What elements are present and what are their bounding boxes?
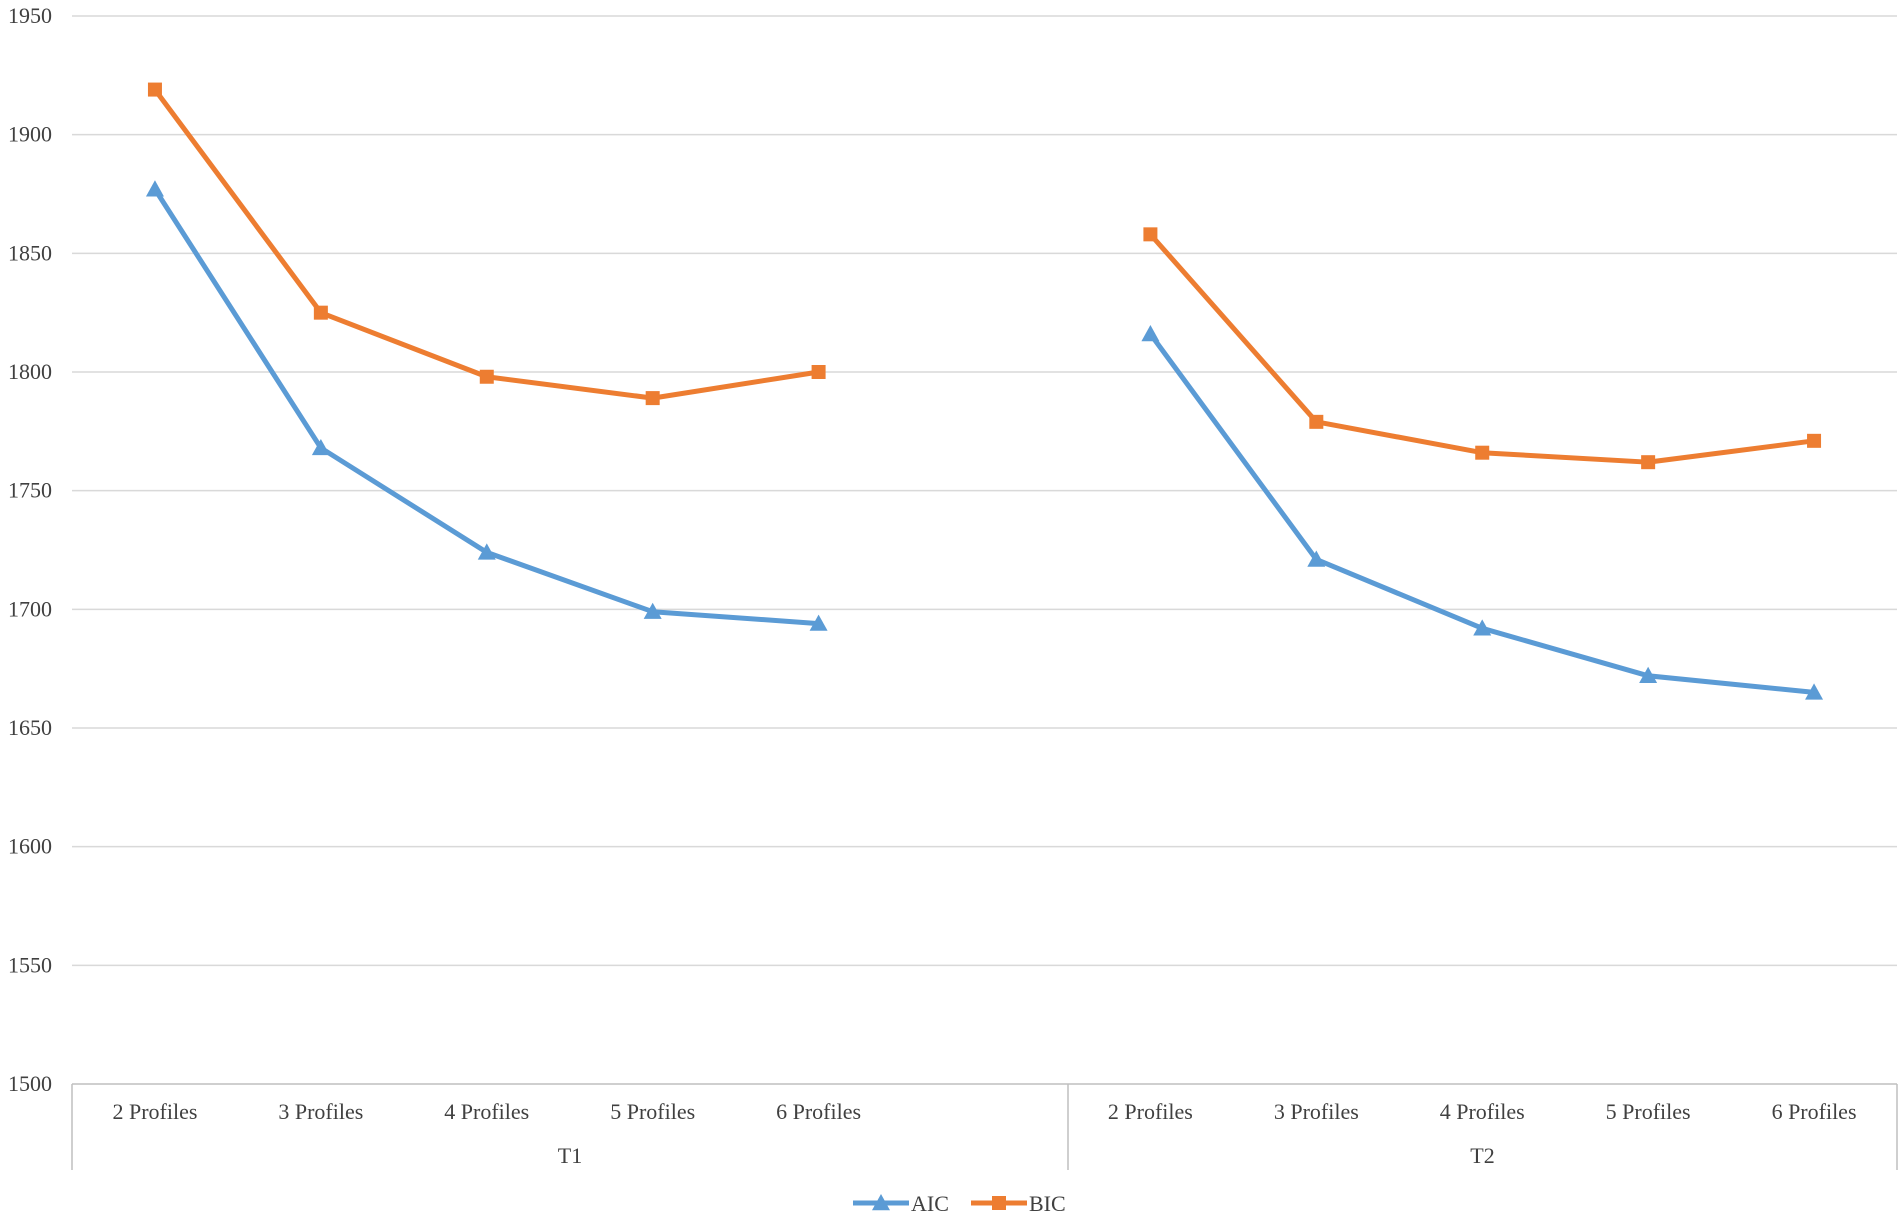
aic-point [1639, 666, 1658, 683]
x-tick-label: 4 Profiles [1440, 1099, 1525, 1124]
y-axis: 1500 1550 1600 1650 1700 1750 1800 1850 1900 1950 [8, 3, 52, 1096]
x-tick-label: 6 Profiles [776, 1099, 861, 1124]
legend-label-bic: BIC [1029, 1191, 1066, 1216]
bic-point [479, 369, 494, 384]
aic-point [809, 614, 828, 631]
bic-point [1641, 455, 1656, 470]
x-group-label: T1 [558, 1143, 582, 1168]
legend-label-aic: AIC [911, 1191, 949, 1216]
gridlines [72, 15, 1897, 1085]
bic-point [1143, 227, 1158, 242]
bic-point [811, 365, 826, 379]
bic-point [313, 305, 328, 320]
y-tick-label: 1800 [8, 359, 52, 384]
y-tick-label: 1550 [8, 952, 52, 977]
legend: AIC BIC [853, 1191, 1066, 1216]
legend-marker-bic [992, 1196, 1006, 1210]
y-tick-label: 1950 [8, 3, 52, 28]
aic-line [1147, 331, 1817, 695]
y-tick-label: 1700 [8, 596, 52, 621]
legend-marker-aic [872, 1194, 890, 1211]
y-tick-label: 1850 [8, 240, 52, 265]
aic-point [1307, 550, 1326, 567]
x-tick-label: 2 Profiles [1108, 1099, 1193, 1124]
bic-point [1309, 414, 1324, 429]
y-tick-label: 1650 [8, 715, 52, 740]
y-tick-label: 1750 [8, 478, 52, 503]
aic-point [1141, 325, 1160, 342]
x-tick-label: 6 Profiles [1772, 1099, 1857, 1124]
aic-point [477, 543, 496, 560]
aic-point [643, 602, 662, 619]
x-tick-label: 4 Profiles [444, 1099, 529, 1124]
y-tick-label: 1900 [8, 122, 52, 147]
bic-point [992, 1196, 1006, 1210]
x-axis: 2 Profiles 3 Profiles 4 Profiles 5 Profiles… [71, 1084, 1898, 1170]
aic-point [145, 180, 164, 197]
bic-point [147, 82, 162, 97]
aic-point [1805, 683, 1824, 700]
x-tick-label: 3 Profiles [1274, 1099, 1359, 1124]
series-layer [145, 82, 1824, 700]
legend-item-bic: BIC [971, 1191, 1066, 1216]
aic-series [145, 180, 1824, 700]
aic-point [872, 1194, 890, 1211]
y-tick-label: 1500 [8, 1071, 52, 1096]
bic-series [147, 82, 1822, 470]
x-group-label: T2 [1470, 1143, 1494, 1168]
y-tick-label: 1600 [8, 834, 52, 859]
aic-point [1473, 619, 1492, 636]
bic-point [645, 391, 660, 406]
aic-point [311, 438, 330, 456]
x-tick-label: 2 Profiles [112, 1099, 197, 1124]
legend-item-aic: AIC [853, 1191, 949, 1216]
x-tick-label: 3 Profiles [278, 1099, 363, 1124]
bic-line [1147, 231, 1817, 465]
x-tick-label: 5 Profiles [610, 1099, 695, 1124]
x-tick-label: 5 Profiles [1606, 1099, 1691, 1124]
bic-point [1807, 433, 1822, 448]
bic-point [1475, 445, 1490, 460]
bic-line [152, 87, 822, 401]
